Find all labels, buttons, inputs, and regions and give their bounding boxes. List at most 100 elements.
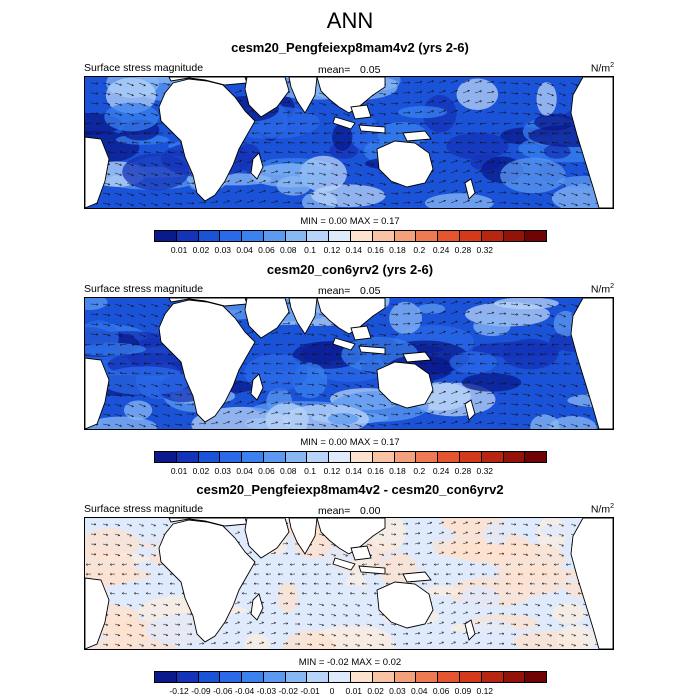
wind-vector-head [371, 343, 375, 346]
wind-vector [534, 613, 540, 616]
wind-vector-head [190, 632, 193, 636]
wind-vector-head [516, 413, 519, 416]
wind-vector-head [361, 582, 364, 586]
wind-vector-head [227, 401, 231, 404]
wind-vector-head [311, 141, 314, 144]
panel-3-title: cesm20_Pengfeiexp8mam4v2 - cesm20_con6yr… [196, 482, 504, 497]
wind-vector-head [237, 601, 241, 604]
wind-vector [534, 643, 540, 646]
wind-vector-head [286, 612, 289, 615]
wind-vector [138, 303, 146, 307]
wind-vector-head [335, 362, 338, 365]
wind-vector [486, 422, 494, 425]
wind-vector [138, 623, 144, 627]
wind-vector [234, 311, 242, 315]
wind-vector-head [301, 563, 304, 566]
wind-vector [150, 313, 158, 317]
wind-vector-head [105, 643, 109, 646]
wind-vector [390, 323, 398, 325]
wind-vector [174, 383, 182, 386]
wind-vector [480, 343, 488, 346]
wind-vector-head [503, 362, 506, 365]
wind-vector-head [417, 532, 421, 535]
colorbar-2 [154, 451, 547, 463]
colorbar-2-swatch [459, 452, 482, 462]
wind-vector-head [155, 343, 159, 346]
wind-vector [546, 603, 552, 607]
wind-vector-head [553, 592, 557, 595]
wind-vector-head [323, 203, 327, 206]
wind-vector-head [359, 414, 362, 418]
wind-vector-head [227, 180, 231, 183]
wind-vector-head [491, 200, 495, 204]
wind-vector-head [504, 382, 507, 385]
colorbar-2-swatch [263, 452, 286, 462]
wind-vector-head [119, 371, 123, 375]
wind-vector-head [321, 603, 325, 607]
wind-vector-head [516, 383, 519, 386]
wind-vector [438, 170, 446, 174]
wind-vector-head [431, 301, 435, 304]
land-png [402, 571, 432, 583]
wind-vector [534, 623, 540, 626]
wind-vector-head [347, 203, 350, 207]
wind-vector [282, 613, 288, 615]
wind-vector [102, 202, 110, 205]
land-indo3 [350, 325, 372, 341]
wind-vector [582, 202, 590, 206]
wind-vector [366, 182, 374, 186]
wind-vector-head [491, 80, 495, 84]
wind-vector-head [299, 122, 303, 125]
field-patch [426, 585, 459, 597]
wind-vector-head [288, 382, 291, 385]
wind-vector [134, 592, 140, 595]
wind-vector [558, 333, 566, 337]
wind-vector [312, 343, 320, 346]
wind-vector-head [573, 524, 577, 527]
wind-vector [354, 413, 362, 417]
wind-vector-head [167, 203, 171, 206]
wind-vector-head [263, 400, 267, 404]
wind-vector-head [335, 371, 339, 375]
wind-vector [570, 423, 578, 427]
wind-vector-head [288, 191, 291, 194]
wind-vector-head [469, 563, 472, 566]
wind-vector [486, 392, 494, 395]
wind-vector [534, 112, 542, 116]
wind-vector-head [117, 613, 121, 617]
wind-vector-head [541, 572, 544, 576]
wind-vector-head [253, 592, 257, 595]
wind-vector [234, 611, 240, 615]
wind-vector-head [408, 91, 411, 94]
wind-vector-head [529, 592, 533, 595]
wind-vector [378, 182, 386, 185]
wind-vector-head [239, 199, 242, 203]
wind-vector-head [491, 301, 495, 305]
wind-vector-head [177, 623, 181, 626]
wind-vector [282, 161, 290, 164]
wind-vector-head [539, 424, 543, 427]
wind-vector [554, 563, 560, 565]
wind-vector [102, 102, 110, 105]
wind-vector [470, 563, 476, 565]
wind-vector-head [155, 173, 158, 177]
wind-vector-head [323, 334, 327, 337]
wind-vector-head [286, 642, 289, 645]
wind-vector [234, 411, 242, 415]
wind-vector-head [527, 102, 531, 106]
wind-vector [126, 633, 132, 637]
wind-vector-head [263, 122, 267, 125]
wind-vector [558, 403, 566, 407]
wind-vector [456, 343, 464, 346]
wind-vector-head [325, 572, 328, 576]
wind-vector [318, 403, 326, 407]
wind-vector-head [371, 371, 375, 375]
wind-vector-head [141, 644, 145, 647]
wind-vector-head [119, 113, 123, 116]
wind-vector-head [467, 169, 470, 173]
wind-vector-head [347, 183, 350, 187]
wind-vector [246, 110, 254, 114]
wind-vector-head [489, 642, 493, 645]
wind-vector-head [155, 163, 158, 167]
wind-vector [546, 553, 552, 557]
